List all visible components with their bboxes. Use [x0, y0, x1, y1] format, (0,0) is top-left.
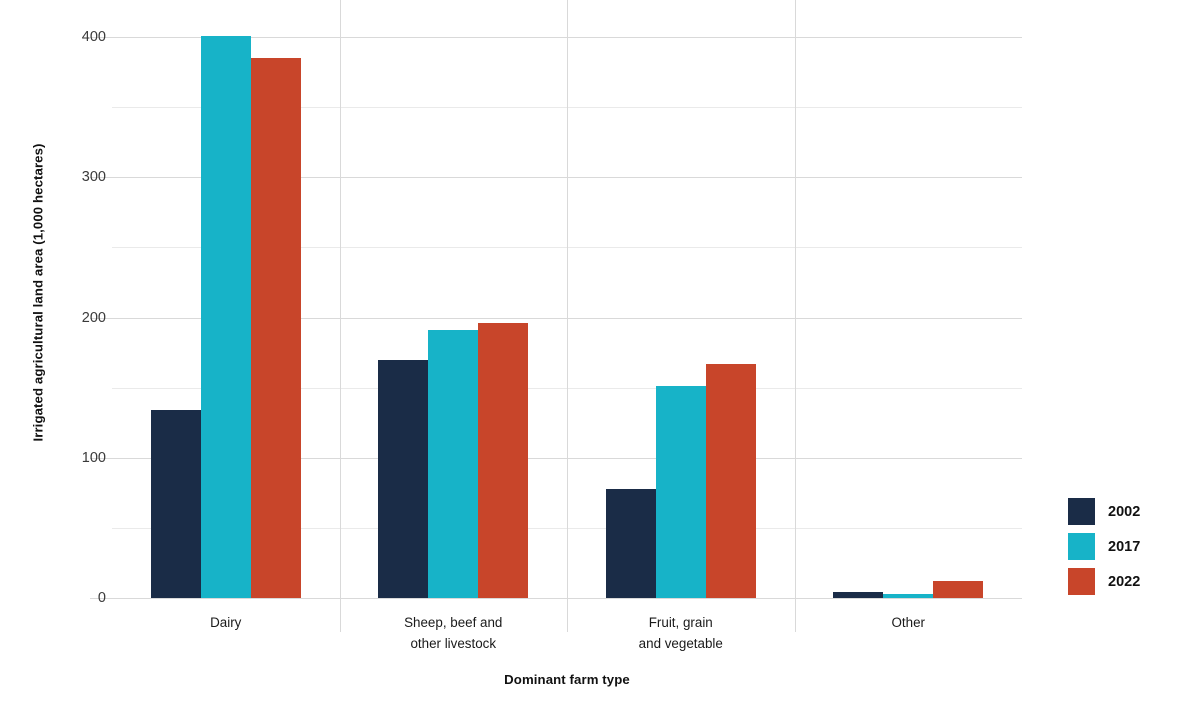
bar-2017-1[interactable]	[200, 35, 251, 598]
legend-item-2002[interactable]: 2002	[1068, 494, 1140, 529]
y-axis-tick-mark	[90, 598, 112, 599]
y-axis-tick-mark	[90, 37, 112, 38]
y-axis-tick-label: 0	[97, 590, 106, 606]
bar-2002-4[interactable]	[833, 592, 884, 598]
bar-2022-3[interactable]	[705, 363, 756, 598]
bar-2017-2[interactable]	[428, 330, 479, 598]
y-axis-tick-mark	[90, 457, 112, 459]
group-separator-line	[339, 0, 341, 632]
bar-2022-1[interactable]	[250, 58, 301, 598]
x-axis-category-label-line: Other	[891, 615, 926, 630]
group-separator-line	[567, 0, 568, 632]
x-axis-category-label-line: Dairy	[210, 615, 242, 630]
legend-swatch-icon	[1068, 533, 1095, 560]
legend-swatch-icon	[1068, 498, 1095, 525]
legend: 2002 2017 2022	[1068, 494, 1140, 599]
legend-label: 2017	[1108, 538, 1141, 555]
legend-item-2017[interactable]: 2017	[1068, 529, 1140, 564]
y-axis-tick-label: 400	[81, 29, 106, 45]
y-axis-tick-mark	[90, 177, 112, 179]
x-axis-category-label: Other	[795, 612, 1023, 633]
x-axis-category-label-line: Sheep, beef and	[404, 615, 503, 630]
x-axis-category-label-line: Fruit, grain	[648, 615, 713, 630]
y-axis-tick-mark	[90, 317, 112, 319]
x-axis-title: Dominant farm type	[504, 672, 630, 687]
x-axis-category-label-line: other livestock	[410, 636, 497, 651]
bar-2017-4[interactable]	[883, 593, 934, 598]
bar-2017-3[interactable]	[655, 386, 706, 598]
legend-label: 2002	[1108, 503, 1141, 520]
y-axis-tick-label: 100	[81, 449, 106, 466]
legend-label: 2022	[1108, 573, 1141, 590]
group-separator-line	[794, 0, 796, 632]
y-axis-tick-label: 300	[81, 169, 106, 186]
x-axis-category-label: Fruit, grain and vegetable	[567, 612, 795, 654]
bar-2022-4[interactable]	[933, 581, 984, 598]
bar-2002-3[interactable]	[605, 488, 656, 598]
y-axis-tick-label: 200	[81, 309, 106, 326]
bar-2002-1[interactable]	[150, 410, 201, 598]
plot-area	[90, 0, 1022, 632]
x-axis-category-label-line: and vegetable	[638, 636, 723, 651]
bar-2002-2[interactable]	[378, 359, 429, 598]
legend-swatch-icon	[1068, 568, 1095, 595]
legend-item-2022[interactable]: 2022	[1068, 564, 1140, 599]
x-axis-category-label: Dairy	[112, 612, 340, 633]
bar-2022-2[interactable]	[478, 323, 529, 598]
y-axis-title: Irrigated agricultural land area (1,000 …	[30, 143, 46, 442]
x-axis-category-label: Sheep, beef and other livestock	[340, 612, 568, 654]
